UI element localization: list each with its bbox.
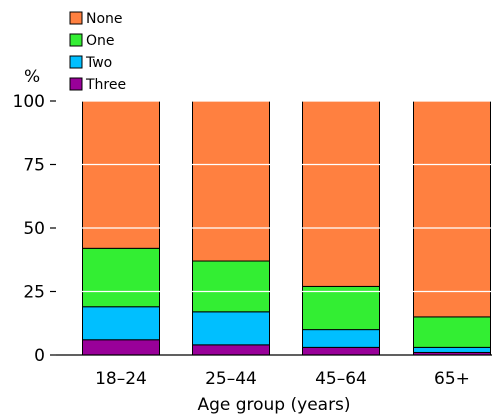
legend-swatch-none	[69, 11, 83, 25]
x-axis-ticks: 18–24 25–44 45–64 65+	[95, 369, 470, 389]
bar-segment-none-1	[82, 100, 160, 249]
bar-segment-two-2	[192, 311, 270, 346]
bar-segment-none-4	[413, 100, 491, 318]
x-tick-label-3: 45–64	[315, 369, 367, 389]
x-tick-label-4: 65+	[434, 369, 470, 389]
bar-segment-two-3	[302, 329, 380, 348]
legend-swatch-three	[69, 77, 83, 91]
gridlines	[56, 100, 492, 293]
bar-segment-one-2	[192, 260, 270, 313]
y-tick-label-0: 0	[34, 346, 45, 366]
x-tick-label-1: 18–24	[95, 369, 147, 389]
bar-segment-three-2	[192, 344, 270, 356]
x-tick-label-2: 25–44	[205, 369, 257, 389]
bar-segment-one-3	[302, 285, 380, 331]
legend-label-two: Two	[85, 55, 112, 71]
legend: None One Two Three	[69, 11, 126, 93]
bar-segment-two-1	[82, 306, 160, 341]
y-tick-label-50: 50	[23, 219, 45, 239]
y-tick-label-25: 25	[23, 283, 45, 303]
y-axis-label: %	[24, 67, 40, 87]
bar-segment-two-4	[413, 346, 491, 353]
legend-label-none: None	[86, 11, 123, 27]
bar-segment-one-4	[413, 316, 491, 348]
bar-segment-none-3	[302, 100, 380, 287]
x-axis-label: Age group (years)	[197, 395, 350, 414]
bar-segment-three-1	[82, 339, 160, 356]
y-tick-label-75: 75	[23, 156, 45, 176]
bars	[82, 100, 491, 356]
legend-label-three: Three	[85, 77, 126, 93]
y-axis-ticks: 0 25 50 75 100	[13, 92, 56, 366]
legend-swatch-two	[69, 55, 83, 69]
legend-label-one: One	[86, 33, 115, 49]
bar-segment-one-1	[82, 247, 160, 308]
y-tick-label-100: 100	[13, 92, 45, 112]
bar-segment-three-3	[302, 346, 380, 356]
bar-segment-none-2	[192, 100, 270, 262]
legend-swatch-one	[69, 33, 83, 47]
